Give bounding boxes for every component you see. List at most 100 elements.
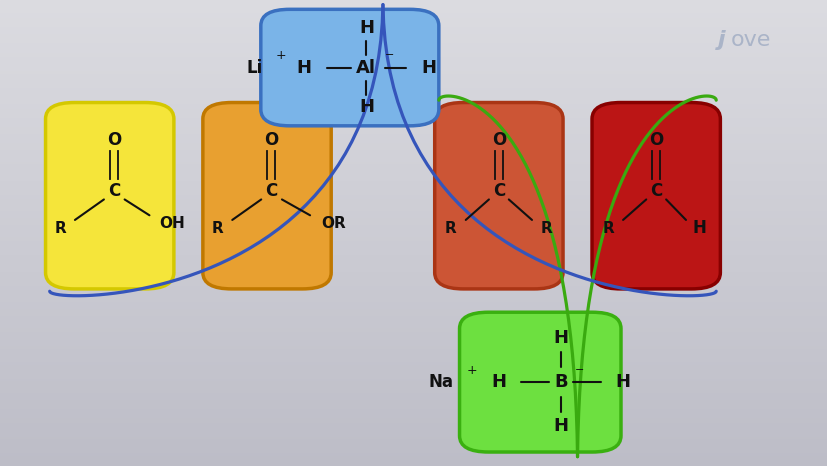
Bar bbox=[0, 270, 827, 273]
Bar bbox=[0, 259, 827, 261]
Bar bbox=[0, 440, 827, 443]
Bar bbox=[0, 438, 827, 440]
Bar bbox=[0, 114, 827, 116]
Bar bbox=[0, 226, 827, 228]
Bar bbox=[0, 343, 827, 345]
Bar bbox=[0, 291, 827, 294]
FancyBboxPatch shape bbox=[434, 103, 562, 289]
Text: R: R bbox=[601, 221, 614, 236]
Bar bbox=[0, 93, 827, 96]
Bar bbox=[0, 401, 827, 403]
Bar bbox=[0, 0, 827, 2]
Bar bbox=[0, 44, 827, 47]
Bar bbox=[0, 424, 827, 426]
Bar bbox=[0, 151, 827, 154]
Bar bbox=[0, 450, 827, 452]
Text: O: O bbox=[107, 131, 121, 149]
Bar bbox=[0, 350, 827, 352]
Text: R: R bbox=[444, 221, 457, 236]
Bar bbox=[0, 82, 827, 84]
Bar bbox=[0, 103, 827, 105]
Bar bbox=[0, 130, 827, 133]
Text: H: H bbox=[552, 329, 568, 347]
Bar bbox=[0, 142, 827, 144]
Bar bbox=[0, 224, 827, 226]
Bar bbox=[0, 454, 827, 457]
Bar bbox=[0, 298, 827, 301]
Bar bbox=[0, 49, 827, 51]
Bar bbox=[0, 408, 827, 410]
Bar bbox=[0, 221, 827, 224]
Bar bbox=[0, 137, 827, 140]
Bar bbox=[0, 123, 827, 126]
Bar bbox=[0, 305, 827, 308]
Bar bbox=[0, 7, 827, 9]
Bar bbox=[0, 315, 827, 317]
Text: j: j bbox=[717, 30, 724, 49]
Bar bbox=[0, 310, 827, 312]
Bar bbox=[0, 89, 827, 91]
Bar bbox=[0, 331, 827, 333]
Text: +: + bbox=[275, 49, 286, 62]
Bar bbox=[0, 217, 827, 219]
Bar bbox=[0, 168, 827, 170]
Bar bbox=[0, 396, 827, 398]
Bar bbox=[0, 98, 827, 100]
Bar bbox=[0, 366, 827, 368]
Bar bbox=[0, 417, 827, 419]
Bar bbox=[0, 452, 827, 454]
Bar bbox=[0, 56, 827, 58]
Bar bbox=[0, 296, 827, 298]
FancyBboxPatch shape bbox=[261, 9, 438, 126]
Bar bbox=[0, 277, 827, 280]
Bar bbox=[0, 324, 827, 326]
Text: −: − bbox=[385, 50, 394, 61]
Bar bbox=[0, 382, 827, 384]
Bar bbox=[0, 261, 827, 263]
Bar bbox=[0, 249, 827, 252]
Bar bbox=[0, 26, 827, 28]
Bar bbox=[0, 363, 827, 366]
Text: +: + bbox=[466, 363, 476, 377]
Text: H: H bbox=[552, 418, 568, 435]
Bar bbox=[0, 135, 827, 137]
FancyBboxPatch shape bbox=[203, 103, 331, 289]
Bar bbox=[0, 356, 827, 359]
Bar bbox=[0, 247, 827, 249]
Bar bbox=[0, 317, 827, 319]
Bar bbox=[0, 186, 827, 189]
Bar bbox=[0, 391, 827, 394]
Bar bbox=[0, 28, 827, 30]
Bar bbox=[0, 275, 827, 277]
Bar bbox=[0, 30, 827, 33]
Bar bbox=[0, 9, 827, 12]
Bar bbox=[0, 198, 827, 200]
Bar bbox=[0, 326, 827, 329]
Bar bbox=[0, 121, 827, 123]
Bar bbox=[0, 333, 827, 336]
Bar bbox=[0, 165, 827, 168]
Bar bbox=[0, 329, 827, 331]
Text: O: O bbox=[264, 131, 278, 149]
Bar bbox=[0, 352, 827, 354]
Bar bbox=[0, 105, 827, 107]
Bar bbox=[0, 347, 827, 350]
Text: O: O bbox=[491, 131, 505, 149]
Bar bbox=[0, 96, 827, 98]
Bar bbox=[0, 394, 827, 396]
Bar bbox=[0, 126, 827, 128]
Bar bbox=[0, 42, 827, 44]
Bar bbox=[0, 189, 827, 191]
Bar bbox=[0, 107, 827, 110]
Bar bbox=[0, 149, 827, 151]
Text: Na: Na bbox=[428, 373, 453, 391]
Bar bbox=[0, 457, 827, 459]
Bar bbox=[0, 119, 827, 121]
Bar bbox=[0, 245, 827, 247]
Bar bbox=[0, 116, 827, 119]
Bar bbox=[0, 354, 827, 356]
Bar bbox=[0, 128, 827, 130]
FancyBboxPatch shape bbox=[591, 103, 719, 289]
Bar bbox=[0, 319, 827, 322]
Text: OR: OR bbox=[321, 216, 345, 231]
